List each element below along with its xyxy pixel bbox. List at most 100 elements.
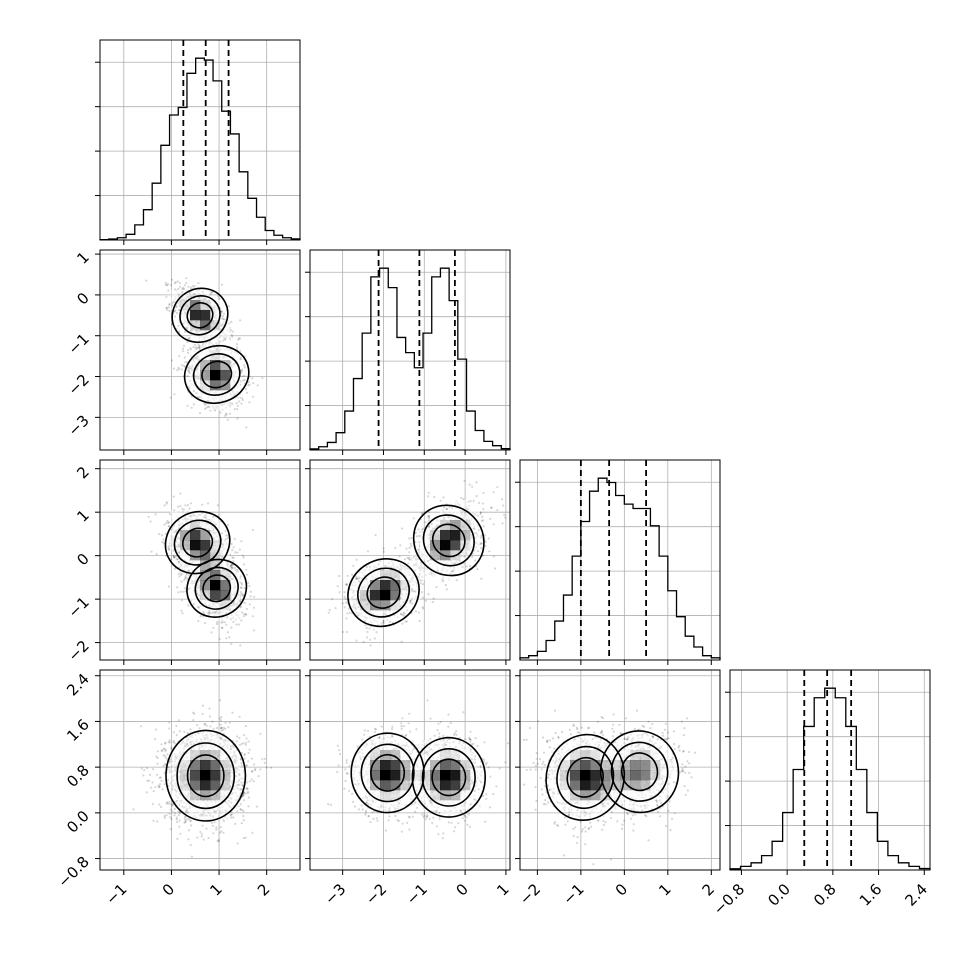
scatter-point bbox=[197, 346, 200, 349]
scatter-point bbox=[190, 406, 193, 409]
scatter-point bbox=[221, 317, 224, 320]
density-cell bbox=[200, 530, 211, 541]
scatter-point bbox=[247, 740, 250, 743]
scatter-point bbox=[253, 595, 256, 598]
histogram-step bbox=[99, 57, 301, 241]
scatter-point bbox=[190, 824, 193, 827]
scatter-point bbox=[157, 784, 160, 787]
scatter-point bbox=[165, 307, 168, 310]
scatter-point bbox=[151, 781, 154, 784]
scatter-point bbox=[184, 810, 187, 813]
y-tick-label: 1.6 bbox=[63, 716, 93, 746]
scatter-point bbox=[246, 788, 249, 791]
scatter-point bbox=[247, 751, 250, 755]
scatter-point bbox=[220, 310, 223, 313]
density-cell bbox=[220, 570, 231, 581]
scatter-point bbox=[222, 315, 225, 318]
scatter-point bbox=[245, 607, 248, 611]
scatter-point bbox=[217, 295, 220, 298]
scatter-point bbox=[154, 513, 157, 516]
scatter-point bbox=[180, 609, 183, 612]
y-tick-label: 0.0 bbox=[63, 807, 93, 837]
scatter-point bbox=[242, 379, 245, 382]
scatter-point bbox=[187, 285, 190, 288]
scatter-point bbox=[186, 369, 189, 372]
scatter-point bbox=[192, 719, 195, 722]
scatter-point bbox=[187, 604, 190, 607]
density-cell bbox=[210, 540, 221, 551]
scatter-point bbox=[245, 568, 248, 571]
scatter-point bbox=[243, 563, 246, 566]
scatter-point bbox=[193, 285, 196, 288]
scatter-point bbox=[154, 786, 157, 789]
scatter-point bbox=[225, 637, 228, 640]
scatter-point bbox=[162, 754, 165, 757]
scatter-point bbox=[232, 546, 235, 549]
scatter-point bbox=[154, 738, 157, 741]
scatter-point bbox=[221, 626, 224, 629]
scatter-point bbox=[179, 573, 183, 577]
scatter-point bbox=[183, 284, 186, 287]
y-tick-label: 0 bbox=[73, 289, 92, 308]
scatter-point bbox=[188, 371, 191, 374]
density-cell bbox=[200, 310, 211, 321]
scatter-point bbox=[194, 343, 197, 346]
scatter-point bbox=[242, 556, 245, 559]
panel-frame bbox=[99, 249, 301, 451]
pair-panel-0-1: −3−2−101 bbox=[64, 248, 301, 455]
scatter-point bbox=[204, 514, 207, 517]
density-cell bbox=[200, 380, 211, 391]
scatter-point bbox=[168, 309, 171, 312]
scatter-point bbox=[192, 284, 195, 287]
scatter-point bbox=[181, 507, 184, 510]
scatter-point bbox=[179, 492, 182, 495]
scatter-point bbox=[172, 555, 175, 558]
panel-frame bbox=[99, 459, 301, 661]
scatter-point bbox=[170, 746, 173, 749]
density-cell bbox=[220, 580, 231, 591]
x-tick-label: −0.8 bbox=[710, 880, 748, 918]
scatter-point bbox=[231, 556, 234, 559]
scatter-point bbox=[146, 767, 149, 770]
scatter-point bbox=[177, 324, 180, 327]
scatter-point bbox=[175, 558, 178, 561]
scatter-point bbox=[145, 791, 148, 794]
scatter-point bbox=[174, 281, 177, 284]
scatter-point bbox=[232, 620, 235, 624]
x-tick-label: 0.8 bbox=[810, 880, 840, 910]
density-cell bbox=[210, 360, 221, 371]
scatter-point bbox=[176, 369, 179, 372]
scatter-point bbox=[241, 784, 244, 788]
scatter-point bbox=[230, 566, 233, 570]
scatter-point bbox=[172, 495, 175, 498]
scatter-point bbox=[168, 525, 171, 528]
scatter-point bbox=[243, 364, 246, 367]
scatter-point bbox=[182, 287, 186, 290]
scatter-point bbox=[263, 761, 266, 765]
scatter-point bbox=[176, 558, 179, 561]
scatter-point bbox=[132, 808, 135, 811]
scatter-point bbox=[231, 335, 234, 338]
scatter-point bbox=[173, 393, 176, 396]
scatter-point bbox=[180, 580, 183, 583]
scatter-point bbox=[152, 790, 155, 793]
scatter-point bbox=[163, 504, 166, 507]
scatter-point bbox=[208, 715, 212, 718]
scatter-point bbox=[247, 384, 250, 387]
scatter-point bbox=[256, 384, 259, 387]
x-tick-label: 2 bbox=[254, 880, 273, 899]
scatter-point bbox=[209, 409, 212, 412]
scatter-point bbox=[182, 350, 185, 353]
panel-content bbox=[145, 277, 264, 429]
scatter-point bbox=[160, 749, 163, 752]
histogram-step bbox=[309, 267, 511, 450]
scatter-point bbox=[164, 281, 167, 284]
scatter-point bbox=[181, 612, 184, 615]
scatter-point bbox=[240, 583, 244, 586]
scatter-point bbox=[173, 814, 176, 817]
panel-frame bbox=[519, 459, 721, 661]
scatter-point bbox=[200, 835, 203, 838]
scatter-point bbox=[194, 346, 197, 349]
scatter-point bbox=[158, 533, 161, 536]
